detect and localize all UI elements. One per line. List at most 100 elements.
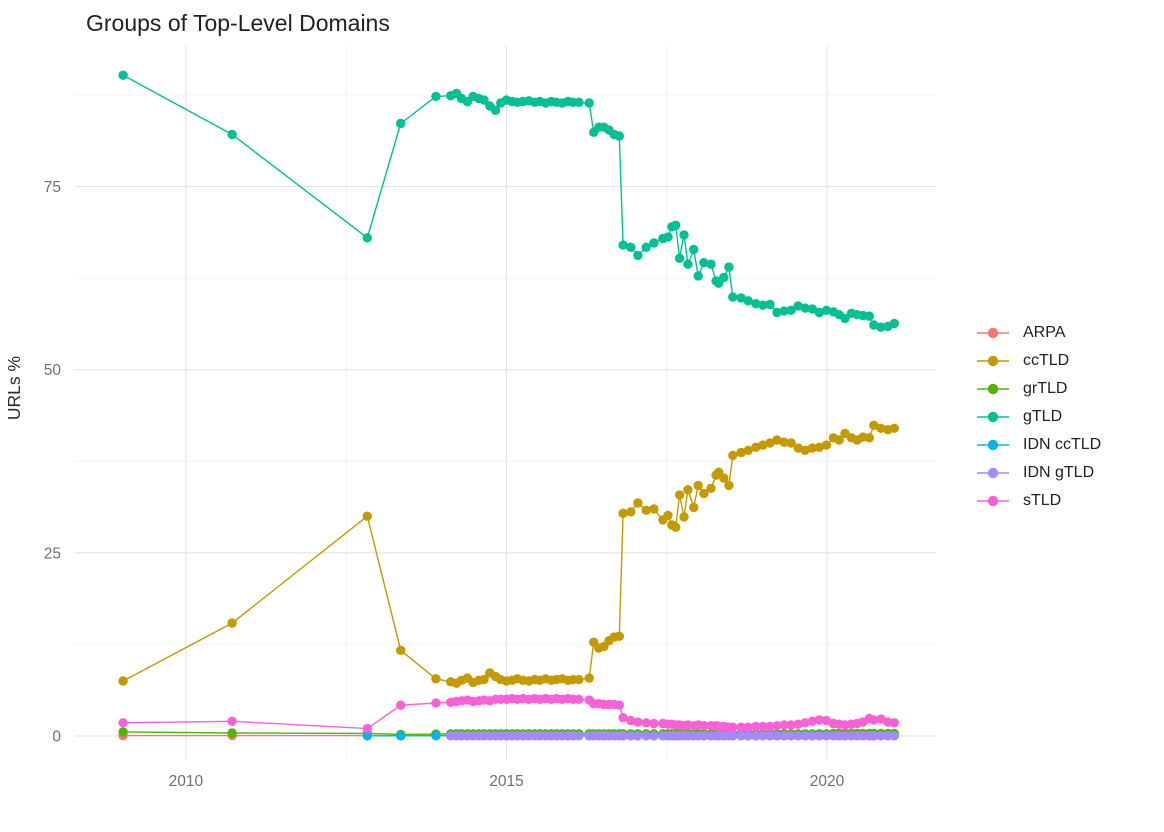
data-point [889,731,899,741]
data-point [227,618,237,628]
data-point [800,445,810,455]
data-point [800,731,810,741]
y-axis-title: URLs % [4,356,24,420]
data-point [362,731,372,741]
data-point [779,306,789,316]
data-point [779,720,789,730]
data-point [618,713,628,723]
data-point [758,731,768,741]
data-point [834,435,844,445]
data-point [719,272,729,283]
data-point [821,305,832,315]
data-point [779,731,789,741]
data-point [751,731,761,741]
data-point [618,731,628,741]
data-point [786,438,796,448]
legend-item-stld: sTLD [976,487,1101,515]
data-point [876,423,886,433]
data-point [693,480,703,491]
data-point [814,731,824,741]
data-point [649,238,659,248]
legend-item-gtld: gTLD [976,403,1101,431]
legend-key-icon [977,467,1009,479]
data-point [772,307,782,318]
data-point [683,485,693,495]
data-point [786,720,796,730]
legend-key-icon [977,411,1009,423]
data-point [807,304,817,314]
data-point [699,731,709,741]
data-point [800,303,810,313]
data-point [396,700,406,710]
data-point [724,262,734,272]
legend-label-idn-gtld: IDN gTLD [1023,464,1095,481]
data-point [633,250,643,261]
data-point [614,700,624,710]
legend-label-stld: sTLD [1023,492,1062,509]
data-point [765,299,775,310]
data-point [728,450,738,461]
legend-item-arpa: ARPA [976,319,1101,347]
legend-label-grtld: grTLD [1023,380,1068,397]
legend-item-cctld: ccTLD [976,347,1101,375]
data-point [800,718,810,728]
data-point [574,731,584,741]
y-tick-label: 0 [52,729,61,746]
y-tick-label: 50 [44,362,62,379]
data-point [821,440,832,450]
x-tick-label: 2010 [169,773,204,790]
axis-tick-labels: 0 25 50 75 2010 2015 2020 [44,179,845,790]
data-point [765,721,775,732]
data-point [641,242,651,252]
data-point [864,433,874,443]
data-point [362,723,372,734]
data-point [641,731,651,741]
legend-label-idn-cctld: IDN ccTLD [1023,436,1102,453]
legend-key-icon [977,495,1009,507]
data-point [614,631,624,641]
data-point [679,230,689,240]
data-point [626,731,636,741]
data-point [633,498,643,508]
series-idn-gtld [446,731,899,741]
data-point [807,731,817,741]
legend-key-icon [977,439,1009,451]
y-tick-label: 25 [44,545,61,562]
data-point [699,721,709,731]
data-point [649,718,659,729]
data-point [641,505,651,515]
data-point [671,220,681,230]
data-point [574,97,584,108]
legend: ARPA ccTLD grTLD gTLD IDN ccTLD IDN gTLD sTLD [976,319,1101,515]
data-point [649,504,659,514]
data-point [431,674,441,684]
data-point [663,232,673,242]
data-point [118,718,128,728]
data-point [689,502,699,513]
data-point [736,731,746,741]
data-point [396,731,406,741]
data-point [728,292,738,302]
data-point [807,716,817,726]
data-point [889,423,899,433]
data-point [864,311,874,321]
data-point [227,728,237,738]
data-point [693,271,703,281]
legend-key-icon [977,355,1009,367]
data-point [751,299,761,309]
data-point [706,483,716,493]
data-point [431,91,441,102]
data-point [633,731,643,741]
data-point [679,512,689,522]
data-point [772,721,782,731]
chart-series [118,70,899,741]
data-point [724,480,734,491]
data-point [876,731,886,741]
data-point [626,715,636,726]
data-point [618,508,628,518]
data-point [663,510,673,521]
data-point [814,442,824,452]
data-point [840,313,850,324]
data-point [227,129,237,140]
data-point [758,300,768,310]
